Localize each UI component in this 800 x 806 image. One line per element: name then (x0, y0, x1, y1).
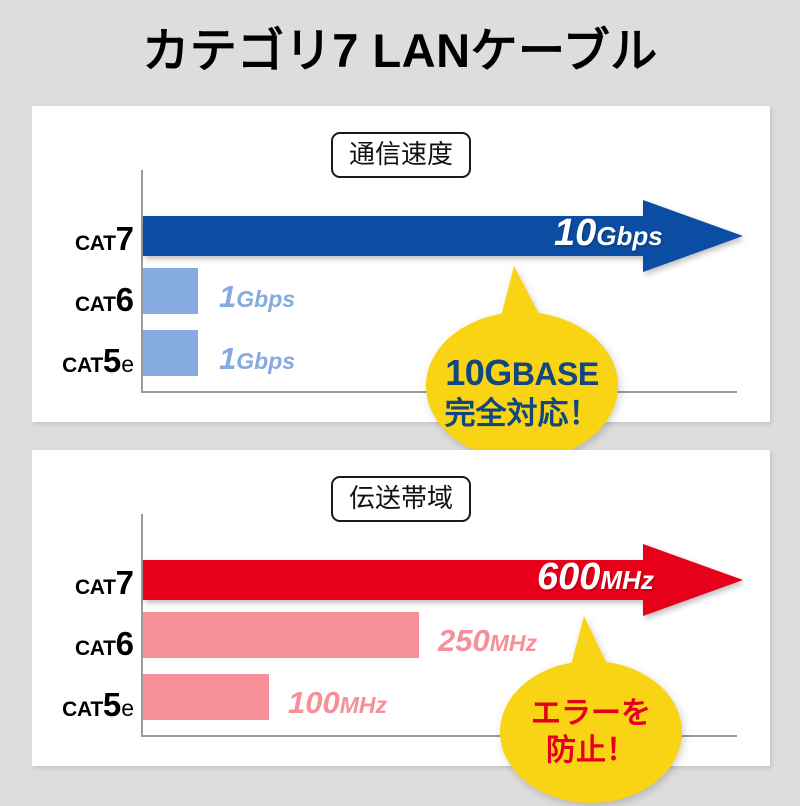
category-label-cat7-band: CAT7 (74, 564, 134, 601)
value-label-cat7-speed: 10Gbps (554, 212, 663, 254)
category-label-cat6-band: CAT6 (74, 625, 134, 662)
value-label-cat5e-band: 100MHz (288, 685, 388, 720)
callout-text-error-prevention: エラーを 防止！ (531, 697, 651, 768)
category-label-cat6-speed: CAT6 (74, 281, 134, 318)
bar-cat6-speed (143, 268, 198, 314)
category-label-cat5e-band: CAT5e (62, 686, 134, 723)
panel-transmission-bandwidth: 伝送帯域 CAT7 CAT6 CAT5e 600MHz (32, 450, 770, 803)
axis-vertical-band (141, 514, 143, 736)
category-label-cat7-speed: CAT7 (74, 220, 134, 257)
value-label-cat5e-speed: 1Gbps (219, 341, 296, 376)
bar-cat6-band (143, 612, 419, 658)
axis-horizontal-band (141, 735, 737, 737)
bar-cat7-band-arrow (143, 544, 743, 616)
page-title: カテゴリ7 LANケーブル (142, 24, 658, 77)
callout-bubble-error-prevention: エラーを 防止！ (496, 610, 686, 806)
axis-vertical-speed (141, 170, 143, 392)
value-label-cat6-speed: 1Gbps (219, 279, 296, 314)
bar-cat5e-band (143, 674, 269, 720)
value-label-cat7-band: 600MHz (537, 556, 654, 598)
panel-communication-speed: 通信速度 CAT7 CAT6 CAT5e 10Gbps (32, 106, 770, 460)
bar-cat7-speed-arrow (143, 200, 743, 272)
callout-text-10gbase: 10GBASE 完全対応！ (444, 352, 600, 431)
category-label-cat5e-speed: CAT5e (62, 342, 134, 379)
panel-header-chip-band: 伝送帯域 (330, 476, 472, 522)
value-label-cat6-band: 250MHz (438, 623, 538, 658)
callout-bubble-10gbase: 10GBASE 完全対応！ (422, 258, 622, 463)
bar-cat5e-speed (143, 330, 198, 376)
panel-header-chip-speed: 通信速度 (330, 132, 472, 178)
